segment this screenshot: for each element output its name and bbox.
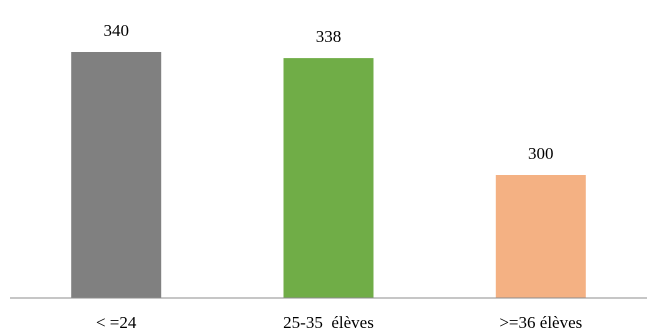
category-label: >=36 élèves <box>499 313 582 331</box>
value-labels-layer: 340 338 300 <box>103 21 553 163</box>
bar <box>283 58 374 298</box>
bar <box>71 52 162 298</box>
bar <box>495 175 586 298</box>
bars-layer <box>71 52 586 298</box>
bar-value-label: 338 <box>316 27 342 46</box>
category-label: < =24 <box>96 313 137 331</box>
bar-value-label: 300 <box>528 144 554 163</box>
category-label: 25-35 élèves <box>283 313 374 331</box>
bar-value-label: 340 <box>103 21 129 40</box>
category-labels-layer: < =24 25-35 élèves >=36 élèves <box>96 313 582 331</box>
